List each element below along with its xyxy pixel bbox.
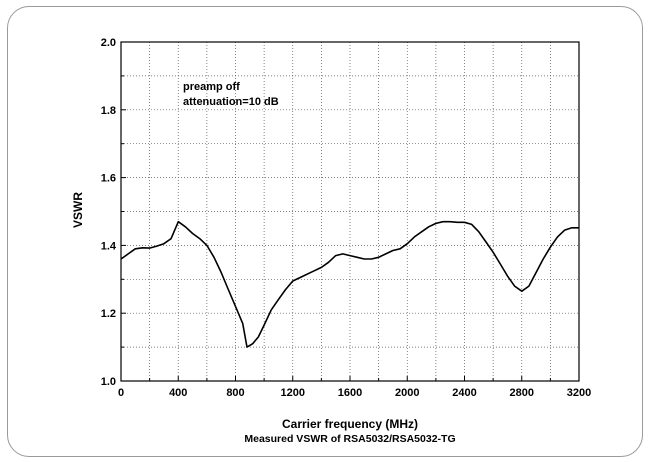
y-tick-label: 1.8 — [101, 105, 116, 117]
x-tick-label: 0 — [118, 387, 124, 399]
x-tick-label: 3200 — [567, 387, 591, 399]
chart-caption: Measured VSWR of RSA5032/RSA5032-TG — [244, 433, 455, 445]
y-tick-label: 1.0 — [101, 376, 116, 388]
x-tick-label: 1600 — [338, 387, 362, 399]
y-tick-label: 2.0 — [101, 37, 116, 49]
x-tick-label: 1200 — [281, 387, 305, 399]
chart-frame — [7, 6, 643, 457]
x-tick-label: 800 — [226, 387, 244, 399]
y-tick-label: 1.6 — [101, 173, 116, 185]
y-tick-label: 1.4 — [101, 240, 117, 252]
annotation-preamp: preamp off — [183, 81, 240, 93]
y-axis-title: VSWR — [71, 192, 85, 228]
grid — [121, 42, 579, 381]
y-tick-label: 1.2 — [101, 308, 116, 320]
x-tick-label: 400 — [169, 387, 187, 399]
vswr-series-line — [120, 220, 579, 348]
annotation-attenuation: attenuation=10 dB — [183, 96, 279, 108]
axis-ticks — [120, 41, 580, 382]
x-tick-label: 2800 — [510, 387, 534, 399]
x-axis-title: Carrier frequency (MHz) — [282, 417, 418, 431]
x-tick-label: 2000 — [395, 387, 419, 399]
x-tick-label: 2400 — [452, 387, 476, 399]
tick-labels: 0 400 800 1200 1600 2000 2400 2800 3200 1.0 1.2 1.4… — [101, 37, 592, 399]
